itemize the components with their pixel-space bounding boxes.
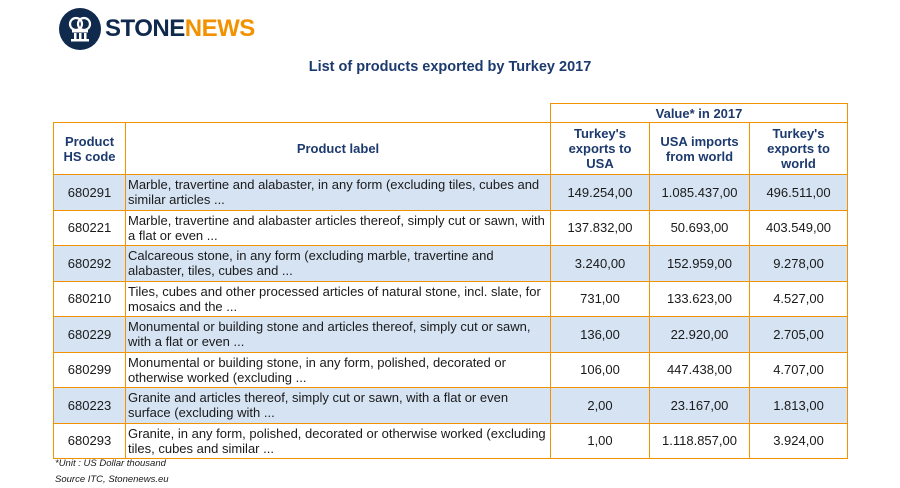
- footnote-unit: *Unit : US Dollar thousand: [55, 458, 166, 469]
- brand-logo: STONENEWS: [59, 8, 255, 50]
- cell-tr-usa: 731,00: [550, 280, 650, 317]
- brand-name: STONENEWS: [105, 17, 255, 41]
- cell-code: 680223: [53, 387, 126, 424]
- cell-tr-world: 4.707,00: [748, 351, 849, 388]
- cell-label: Monumental or building stone, in any for…: [125, 351, 551, 388]
- col-header-code: Product HS code: [53, 122, 126, 175]
- cell-tr-usa: 149.254,00: [550, 174, 650, 211]
- cell-tr-usa: 106,00: [550, 351, 650, 388]
- cell-label: Calcareous stone, in any form (excluding…: [125, 245, 551, 282]
- cell-tr-world: 2.705,00: [748, 316, 849, 353]
- brand-name-news: NEWS: [184, 15, 256, 42]
- table-row: 680223 Granite and articles thereof, sim…: [53, 387, 849, 424]
- cell-tr-world: 9.278,00: [748, 245, 849, 282]
- cell-tr-world: 496.511,00: [748, 174, 849, 211]
- cell-label: Marble, travertine and alabaster, in any…: [125, 174, 551, 211]
- col-header-tr-usa: Turkey's exports to USA: [550, 122, 650, 175]
- cell-tr-usa: 2,00: [550, 387, 650, 424]
- page-title: List of products exported by Turkey 2017: [308, 59, 592, 75]
- cell-usa-world: 1.085.437,00: [649, 174, 750, 211]
- table-row: 680229 Monumental or building stone and …: [53, 316, 849, 353]
- cell-code: 680293: [53, 422, 126, 459]
- table-row: 680299 Monumental or building stone, in …: [53, 351, 849, 388]
- cell-tr-usa: 137.832,00: [550, 209, 650, 246]
- cell-usa-world: 447.438,00: [649, 351, 750, 388]
- cell-tr-world: 3.924,00: [748, 422, 849, 459]
- stonenews-logo-icon: [59, 8, 101, 50]
- cell-code: 680229: [53, 316, 126, 353]
- table-row: 680221 Marble, travertine and alabaster …: [53, 209, 849, 246]
- cell-tr-world: 1.813,00: [748, 387, 849, 424]
- cell-code: 680221: [53, 209, 126, 246]
- cell-label: Granite, in any form, polished, decorate…: [125, 422, 551, 459]
- cell-usa-world: 23.167,00: [649, 387, 750, 424]
- group-header-row: Value* in 2017: [53, 103, 849, 123]
- col-header-label: Product label: [125, 122, 551, 175]
- cell-tr-world: 403.549,00: [748, 209, 849, 246]
- cell-label: Marble, travertine and alabaster article…: [125, 209, 551, 246]
- value-group-header: Value* in 2017: [549, 103, 849, 123]
- cell-usa-world: 22.920,00: [649, 316, 750, 353]
- cell-usa-world: 1.118.857,00: [649, 422, 750, 459]
- cell-tr-usa: 1,00: [550, 422, 650, 459]
- table-row: 680291 Marble, travertine and alabaster,…: [53, 174, 849, 211]
- table-row: 680293 Granite, in any form, polished, d…: [53, 422, 849, 459]
- cell-tr-world: 4.527,00: [748, 280, 849, 317]
- cell-code: 680299: [53, 351, 126, 388]
- cell-label: Monumental or building stone and article…: [125, 316, 551, 353]
- exports-table: Value* in 2017 Product HS code Product l…: [53, 103, 849, 459]
- cell-usa-world: 152.959,00: [649, 245, 750, 282]
- col-header-tr-world: Turkey's exports to world: [748, 122, 849, 175]
- table-row: 680210 Tiles, cubes and other processed …: [53, 280, 849, 317]
- cell-label: Tiles, cubes and other processed article…: [125, 280, 551, 317]
- col-header-usa-world: USA imports from world: [649, 122, 750, 175]
- cell-usa-world: 133.623,00: [649, 280, 750, 317]
- table-row: 680292 Calcareous stone, in any form (ex…: [53, 245, 849, 282]
- column-header-row: Product HS code Product label Turkey's e…: [53, 122, 849, 175]
- cell-code: 680210: [53, 280, 126, 317]
- cell-tr-usa: 136,00: [550, 316, 650, 353]
- cell-label: Granite and articles thereof, simply cut…: [125, 387, 551, 424]
- brand-name-stone: STONE: [105, 15, 185, 42]
- cell-code: 680292: [53, 245, 126, 282]
- cell-tr-usa: 3.240,00: [550, 245, 650, 282]
- footnote-source: Source ITC, Stonenews.eu: [55, 474, 169, 485]
- cell-code: 680291: [53, 174, 126, 211]
- header-spacer: [53, 103, 551, 123]
- cell-usa-world: 50.693,00: [649, 209, 750, 246]
